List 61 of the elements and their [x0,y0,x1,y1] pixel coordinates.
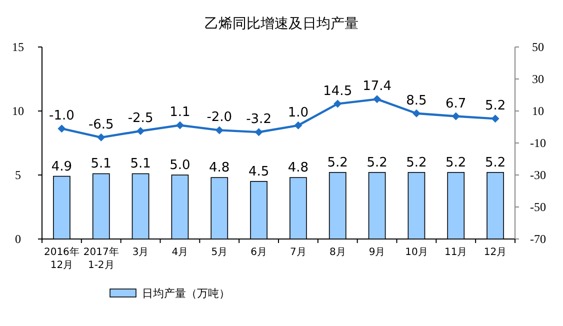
x-tick-label: 2016年 12月 [44,246,80,271]
data-label: 4.8 [209,160,230,176]
data-label: 5.2 [484,155,506,170]
point [334,100,342,108]
point [294,121,302,130]
y-tick-label: 5 [15,168,21,182]
data-label: 5.2 [406,155,427,170]
data-label: 4.9 [51,159,72,174]
chart-title: 乙烯同比增速及日均产量 [204,16,358,32]
data-label: 5.2 [327,155,348,170]
y2-tick-label: 50 [532,40,544,54]
data-label: 1.0 [288,105,309,120]
x-tick-label: 6月 [250,247,267,258]
point [412,109,420,118]
y2-tick-label: 10 [532,104,544,118]
point [373,95,382,104]
x-tick-label: 11月 [444,247,468,258]
x-tick-label: 12月 [484,247,507,258]
data-label: -3.2 [246,112,272,128]
point [136,127,145,135]
data-label: -1.0 [49,108,74,124]
point [176,121,184,130]
data-label: 4.5 [248,164,270,180]
y2-tick-label: -10 [530,136,546,150]
point [254,128,263,136]
y2-tick-label: -70 [530,232,546,246]
y-tick-label: 15 [12,40,24,54]
data-label: -2.5 [128,111,154,126]
data-label: 5.1 [90,156,112,172]
point [215,126,224,134]
data-label: -6.5 [88,117,114,132]
data-label: 5.1 [130,156,151,172]
y-tick-label: 10 [12,104,24,118]
y-tick-label: 0 [15,232,21,246]
data-label: 5.0 [170,158,190,173]
data-label: 5.2 [366,155,388,170]
point [58,124,66,133]
x-tick-label: 7月 [290,247,306,258]
x-tick-label: 5月 [211,247,228,258]
data-label: 6.7 [446,96,466,112]
data-label: 5.2 [484,98,506,114]
x-tick-label: 3月 [132,247,149,258]
x-tick-label: 9月 [368,247,386,258]
data-label: -2.0 [206,110,232,126]
point [491,114,500,123]
y2-tick-label: -50 [530,200,546,214]
point [452,112,460,120]
point [97,133,106,142]
y2-tick-label: -30 [530,168,546,182]
data-label: 8.5 [406,93,427,108]
x-tick-label: 4月 [172,247,188,258]
data-label: 17.4 [362,79,392,94]
data-label: 5.2 [446,155,466,170]
x-tick-label: 8月 [329,247,346,258]
y2-tick-label: 30 [532,72,544,86]
data-label: 4.8 [288,160,309,176]
data-label: 14.5 [323,84,352,99]
x-tick-label: 10月 [405,247,428,258]
data-label: 1.1 [170,105,190,120]
legend-label: 日均产量（万吨） [142,287,230,300]
x-tick-label: 2017年 1-2月 [83,246,119,271]
